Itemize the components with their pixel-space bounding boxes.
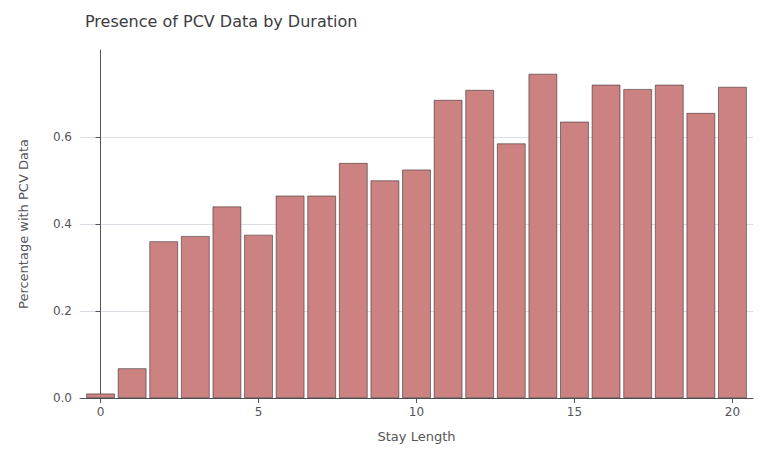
svg-text:Presence of PCV Data by Durati: Presence of PCV Data by Duration — [85, 12, 357, 31]
svg-text:15: 15 — [567, 405, 582, 419]
svg-text:0: 0 — [97, 405, 105, 419]
svg-text:10: 10 — [409, 405, 424, 419]
svg-text:20: 20 — [725, 405, 740, 419]
svg-text:Stay Length: Stay Length — [378, 429, 456, 444]
svg-text:5: 5 — [255, 405, 263, 419]
svg-text:0.2: 0.2 — [53, 304, 72, 318]
svg-text:0.0: 0.0 — [53, 391, 72, 405]
svg-text:Percentage with PCV Data: Percentage with PCV Data — [16, 139, 31, 309]
svg-text:0.6: 0.6 — [53, 130, 72, 144]
svg-text:0.4: 0.4 — [53, 217, 72, 231]
